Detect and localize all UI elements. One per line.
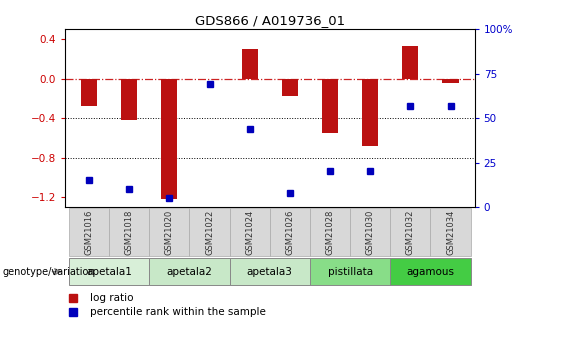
Text: GSM21024: GSM21024 <box>245 209 254 255</box>
Text: percentile rank within the sample: percentile rank within the sample <box>89 307 266 317</box>
Bar <box>431 208 471 256</box>
Bar <box>282 79 298 97</box>
Bar <box>322 79 338 133</box>
Bar <box>362 79 378 146</box>
Bar <box>442 79 459 82</box>
Text: GSM21030: GSM21030 <box>366 209 375 255</box>
Bar <box>229 258 310 285</box>
Bar <box>149 208 189 256</box>
Bar <box>69 208 109 256</box>
Text: GSM21016: GSM21016 <box>85 209 94 255</box>
Text: agamous: agamous <box>406 267 454 277</box>
Bar <box>350 208 390 256</box>
Bar <box>402 46 418 79</box>
Bar <box>229 208 270 256</box>
Text: apetala2: apetala2 <box>167 267 212 277</box>
Text: GSM21020: GSM21020 <box>165 209 174 255</box>
Text: GSM21026: GSM21026 <box>285 209 294 255</box>
Text: GSM21028: GSM21028 <box>325 209 334 255</box>
Bar <box>310 258 390 285</box>
Bar <box>310 208 350 256</box>
Bar <box>121 79 137 120</box>
Bar <box>109 208 149 256</box>
Text: genotype/variation: genotype/variation <box>3 267 95 277</box>
Text: apetala1: apetala1 <box>86 267 132 277</box>
Bar <box>69 258 149 285</box>
Text: GSM21034: GSM21034 <box>446 209 455 255</box>
Bar <box>390 258 471 285</box>
Title: GDS866 / A019736_01: GDS866 / A019736_01 <box>195 14 345 27</box>
Text: log ratio: log ratio <box>89 294 133 304</box>
Text: GSM21018: GSM21018 <box>125 209 134 255</box>
Bar <box>390 208 431 256</box>
Bar <box>189 208 229 256</box>
Text: GSM21032: GSM21032 <box>406 209 415 255</box>
Bar <box>149 258 229 285</box>
Bar <box>242 49 258 79</box>
Bar <box>81 79 97 106</box>
Bar <box>162 79 177 199</box>
Text: apetala3: apetala3 <box>247 267 293 277</box>
Bar <box>270 208 310 256</box>
Text: GSM21022: GSM21022 <box>205 209 214 255</box>
Text: pistillata: pistillata <box>328 267 373 277</box>
